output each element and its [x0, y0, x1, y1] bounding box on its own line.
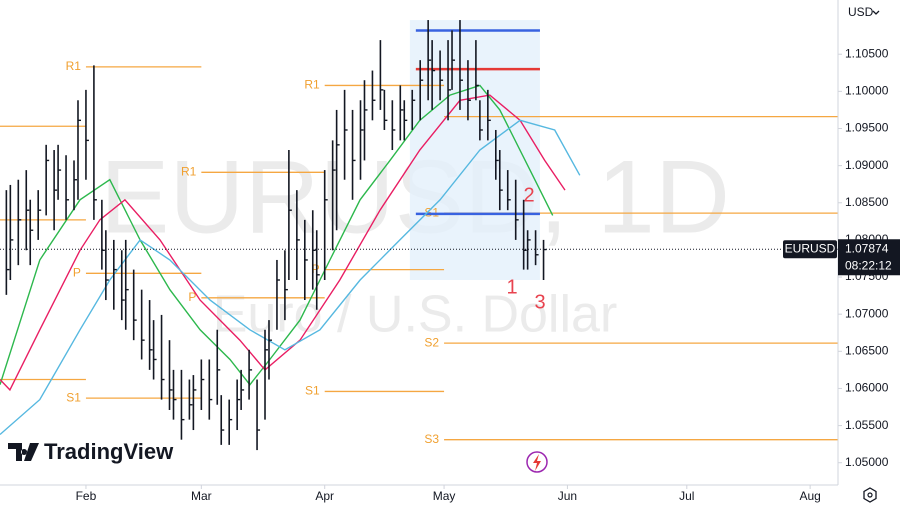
- pivot-label: S3: [424, 432, 439, 446]
- x-tick-label: Apr: [315, 489, 334, 503]
- watermark-description: Euro / U.S. Dollar: [213, 286, 618, 344]
- countdown: 08:22:12: [845, 258, 892, 272]
- logo-icon: [8, 443, 39, 461]
- brand-logo: TradingView: [8, 439, 174, 464]
- settings-icon[interactable]: [863, 487, 877, 503]
- pivot-label: S1: [66, 390, 81, 404]
- x-tick-label: Jun: [558, 489, 577, 503]
- moving-average-line: [0, 84, 554, 386]
- annotation: 1: [506, 276, 517, 298]
- settings-icon-center: [867, 492, 873, 498]
- alert-circle[interactable]: [526, 451, 548, 473]
- price-tag: 1.07874: [845, 241, 889, 255]
- pivot-label: P: [73, 265, 81, 279]
- x-tick-label: Feb: [76, 489, 97, 503]
- pivot-label: R1: [304, 78, 320, 92]
- y-tick-label: 1.06500: [845, 343, 889, 357]
- overlay: 1 2 3 TradingView: [8, 184, 548, 473]
- y-tick-label: 1.05500: [845, 418, 889, 432]
- x-tick-label: May: [433, 489, 456, 503]
- y-tick-label: 1.10500: [845, 46, 889, 60]
- pivot-label: S1: [424, 205, 439, 219]
- y-tick-label: 1.06000: [845, 381, 889, 395]
- x-tick-label: Jul: [679, 489, 694, 503]
- y-tick-label: 1.09000: [845, 158, 889, 172]
- symbol-tag: EURUSD: [785, 241, 836, 255]
- x-tick-label: Aug: [799, 489, 820, 503]
- currency-label[interactable]: USD: [848, 5, 874, 19]
- y-tick-label: 1.05000: [845, 455, 889, 469]
- plot-area: R1 R1 R1 P P P S1 S1 S1 S2 S3: [0, 20, 838, 451]
- symbol-tag-bg: [783, 240, 837, 259]
- annotation: 3: [534, 291, 545, 313]
- pivot-label: P: [312, 262, 320, 276]
- pivot-label: R1: [181, 164, 197, 178]
- time-axis-bg: [0, 485, 838, 510]
- y-tick-label: 1.07000: [845, 306, 889, 320]
- y-tick-label: 1.10000: [845, 84, 889, 98]
- annotation: 2: [523, 184, 534, 206]
- moving-average-line: [0, 119, 581, 436]
- alert-icon[interactable]: [526, 451, 548, 473]
- y-tick-label: 1.08500: [845, 195, 889, 209]
- x-tick-label: Mar: [191, 489, 212, 503]
- price-tag-bg: [838, 239, 900, 276]
- alert-bolt: [533, 454, 541, 471]
- y-tick-label: 1.09500: [845, 121, 889, 135]
- pivot-label: S1: [305, 384, 320, 398]
- pivot-label: P: [188, 290, 196, 304]
- chevron: [872, 10, 880, 15]
- brand-name: TradingView: [44, 439, 174, 464]
- currency-menu[interactable]: USD: [848, 5, 880, 19]
- pivot-label: R1: [66, 59, 82, 73]
- pivot-label: S2: [424, 335, 439, 349]
